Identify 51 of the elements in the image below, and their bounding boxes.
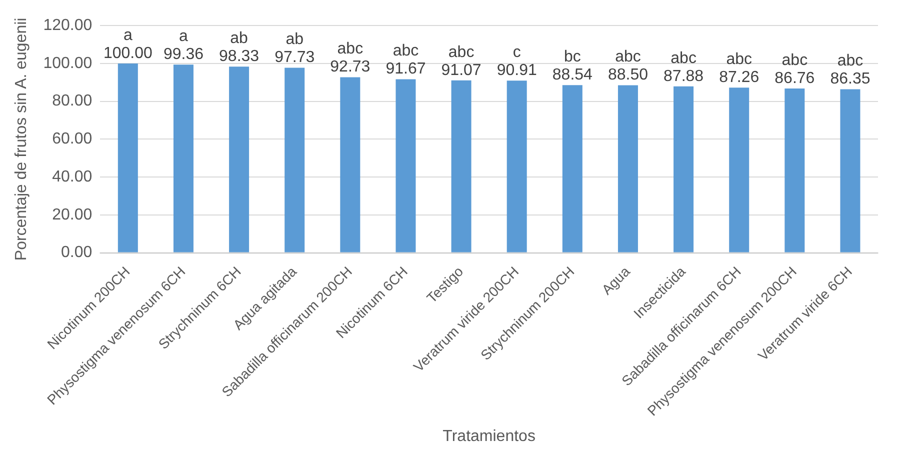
annotation: a (179, 28, 188, 46)
data-label: 86.76 (774, 70, 815, 87)
data-label: 100.00 (103, 44, 152, 62)
bar (784, 88, 805, 252)
bar (284, 68, 305, 252)
y-tick-label: 40.00 (52, 168, 92, 186)
bar (396, 79, 416, 252)
annotation: ab (230, 30, 248, 48)
bar (173, 64, 194, 252)
y-tick-label: 120.00 (43, 17, 92, 34)
annotation: bc (564, 48, 581, 66)
data-label: 91.07 (441, 62, 482, 79)
annotation: abc (392, 42, 419, 60)
y-tick-label: 80.00 (52, 92, 92, 110)
data-label: 97.73 (274, 49, 315, 66)
bar (118, 63, 138, 252)
y-tick-label: 20.00 (52, 206, 92, 224)
y-tick-label: 0.00 (60, 244, 92, 262)
data-label: 86.35 (830, 70, 870, 88)
y-tick-label: 60.00 (52, 130, 92, 148)
bar (674, 86, 694, 252)
bar (229, 66, 250, 252)
data-label: 98.33 (219, 48, 260, 66)
annotation: abc (337, 40, 364, 58)
bar (340, 77, 360, 252)
annotation: abc (782, 52, 808, 69)
y-axis-title: Porcentaje de frutos sin A. eugenii (13, 18, 30, 261)
data-label: 87.26 (719, 68, 760, 86)
y-tick-label: 100.00 (43, 54, 92, 72)
annotation: abc (670, 50, 696, 67)
x-axis-title: Tratamientos (442, 428, 536, 445)
data-label: 99.36 (163, 46, 204, 64)
annotation: abc (615, 48, 641, 66)
bar (729, 88, 750, 252)
data-label: 88.54 (552, 66, 593, 84)
data-label: 92.73 (330, 58, 370, 76)
data-label: 90.91 (496, 62, 537, 80)
annotation: ab (286, 31, 304, 48)
data-label: 87.88 (664, 68, 704, 85)
annotation: c (512, 44, 521, 62)
bar (451, 80, 472, 252)
bar (840, 89, 860, 252)
bar (506, 80, 527, 252)
bar (562, 85, 582, 252)
annotation: abc (837, 52, 864, 70)
bar (618, 85, 638, 252)
annotation: abc (726, 50, 752, 68)
annotation: abc (448, 44, 474, 61)
annotation: a (123, 26, 132, 44)
data-label: 91.67 (386, 60, 426, 78)
data-label: 88.50 (608, 66, 648, 84)
